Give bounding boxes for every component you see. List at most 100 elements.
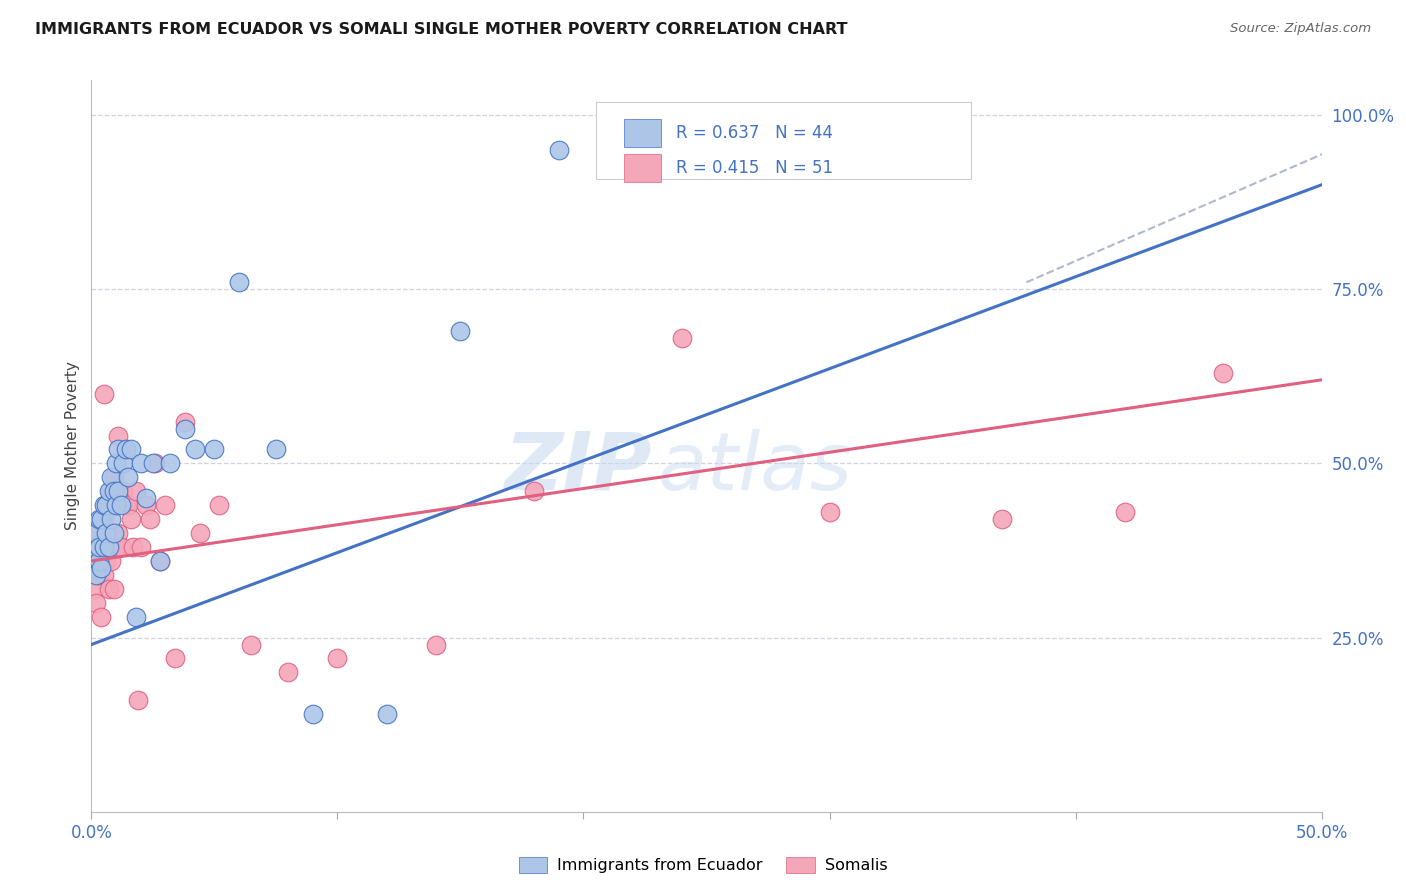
Point [301, 707, 323, 722]
Point [87, 567, 110, 582]
Point [107, 442, 129, 457]
Point [202, 442, 225, 457]
Point [153, 498, 177, 512]
Point [87, 554, 110, 568]
Point [105, 498, 127, 512]
Point [96, 498, 117, 512]
Point [86, 526, 108, 541]
Point [425, 638, 447, 652]
Point [122, 540, 145, 554]
Point [103, 484, 125, 499]
Point [174, 421, 197, 435]
Point [103, 470, 125, 484]
Point [277, 665, 299, 680]
Point [159, 457, 181, 471]
Point [124, 484, 146, 499]
Point [645, 136, 669, 150]
Point [135, 498, 156, 512]
Point [124, 609, 146, 624]
Point [97, 540, 120, 554]
Point [183, 442, 207, 457]
Point [120, 442, 142, 457]
Point [90, 512, 112, 526]
Point [117, 470, 139, 484]
Point [188, 526, 211, 541]
Point [163, 651, 186, 665]
Point [100, 484, 122, 499]
Point [112, 484, 135, 499]
Point [107, 526, 129, 541]
Point [87, 512, 110, 526]
Point [107, 484, 129, 499]
Point [110, 540, 132, 554]
Point [105, 457, 127, 471]
Point [86, 567, 108, 582]
Point [93, 512, 115, 526]
Point [129, 540, 152, 554]
Point [671, 331, 693, 345]
Point [96, 498, 117, 512]
Point [1212, 366, 1234, 380]
Point [547, 143, 569, 157]
Point [103, 582, 125, 596]
Point [83, 561, 105, 575]
Point [117, 498, 139, 512]
Point [105, 540, 127, 554]
Point [97, 484, 120, 499]
Point [264, 442, 287, 457]
Point [86, 596, 108, 610]
Text: R = 0.637   N = 44: R = 0.637 N = 44 [676, 124, 832, 142]
Point [135, 491, 156, 506]
Point [86, 540, 108, 554]
Point [449, 324, 471, 338]
Point [100, 512, 122, 526]
Point [149, 554, 172, 568]
Point [93, 540, 115, 554]
Point [1114, 505, 1136, 519]
Point [375, 707, 398, 722]
Point [112, 457, 135, 471]
Point [90, 609, 112, 624]
Legend: Immigrants from Ecuador, Somalis: Immigrants from Ecuador, Somalis [512, 850, 894, 880]
Text: Source: ZipAtlas.com: Source: ZipAtlas.com [1230, 22, 1371, 36]
Point [114, 498, 138, 512]
Point [145, 457, 166, 471]
Point [174, 415, 197, 429]
Point [142, 457, 165, 471]
Point [100, 470, 122, 484]
Point [326, 651, 349, 665]
Point [103, 526, 125, 541]
Point [93, 386, 115, 401]
Point [107, 428, 129, 442]
Text: atlas: atlas [657, 429, 852, 507]
Point [129, 457, 152, 471]
Point [83, 554, 105, 568]
Point [96, 526, 117, 541]
Point [97, 582, 120, 596]
Point [523, 484, 546, 499]
Point [818, 505, 841, 519]
Point [87, 526, 110, 541]
Point [96, 554, 117, 568]
Point [114, 442, 138, 457]
Point [100, 554, 122, 568]
Point [127, 693, 149, 707]
Point [97, 498, 120, 512]
FancyBboxPatch shape [596, 103, 972, 179]
Point [149, 554, 172, 568]
Y-axis label: Single Mother Poverty: Single Mother Poverty [65, 361, 80, 531]
Point [83, 582, 105, 596]
Point [110, 498, 132, 512]
Point [240, 638, 263, 652]
Point [208, 498, 231, 512]
Point [228, 275, 250, 289]
Point [83, 540, 105, 554]
Point [90, 540, 112, 554]
Point [93, 498, 115, 512]
Point [93, 567, 115, 582]
Point [90, 561, 112, 575]
Point [990, 512, 1012, 526]
Point [87, 540, 110, 554]
Text: ZIP: ZIP [503, 429, 651, 507]
Point [120, 512, 142, 526]
